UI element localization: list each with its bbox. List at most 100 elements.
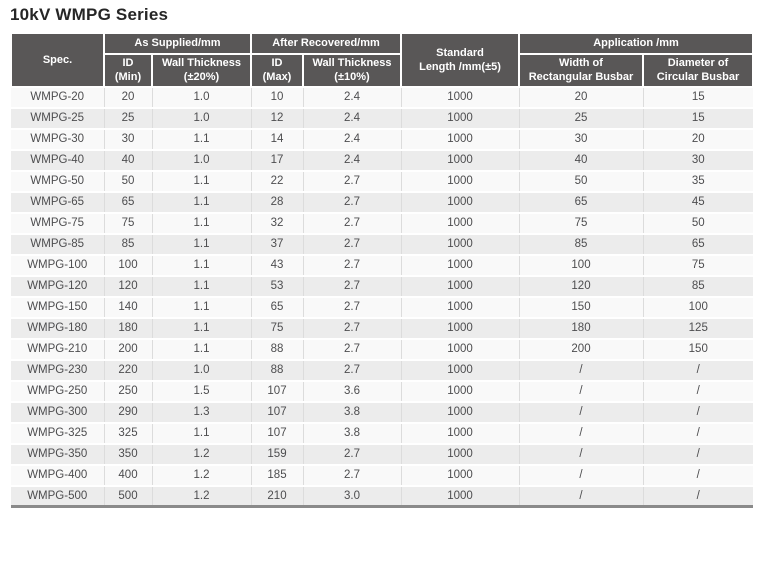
id-min-line1: ID <box>122 57 134 69</box>
col-wall-thickness-10: Wall Thickness (±10%) <box>302 53 402 88</box>
table-row: WMPG-100 100 1.1 43 2.7 1000 100 75 <box>11 253 753 276</box>
table-cell: 2.4 <box>302 127 401 150</box>
table-cell: 1000 <box>400 127 519 150</box>
table-cell: 15 <box>642 106 753 129</box>
table-cell: WMPG-500 <box>11 484 104 507</box>
table-row: WMPG-85 85 1.1 37 2.7 1000 85 65 <box>11 232 753 255</box>
table-cell: WMPG-400 <box>11 463 104 486</box>
table-cell: WMPG-40 <box>11 148 104 171</box>
table-cell: WMPG-100 <box>11 253 104 276</box>
table-cell: / <box>642 484 753 507</box>
table-cell: 1000 <box>400 253 519 276</box>
table-cell: 1000 <box>400 337 519 360</box>
table-cell: 1.2 <box>151 442 251 465</box>
table-cell: 20 <box>642 127 753 150</box>
table-cell: 85 <box>103 232 152 255</box>
table-cell: WMPG-210 <box>11 337 104 360</box>
table-cell: 2.7 <box>302 232 401 255</box>
table-cell: WMPG-75 <box>11 211 104 234</box>
table-cell: / <box>642 442 753 465</box>
table-cell: 10 <box>250 85 303 108</box>
table-cell: 2.4 <box>302 148 401 171</box>
table-cell: 500 <box>103 484 152 507</box>
table-row: WMPG-50 50 1.1 22 2.7 1000 50 35 <box>11 169 753 192</box>
table-cell: / <box>518 421 643 444</box>
table-cell: 32 <box>250 211 303 234</box>
table-cell: 30 <box>642 148 753 171</box>
table-cell: 25 <box>518 106 643 129</box>
table-cell: / <box>518 484 643 507</box>
table-cell: 15 <box>642 85 753 108</box>
table-cell: / <box>518 400 643 423</box>
table-cell: 85 <box>642 274 753 297</box>
table-cell: 120 <box>103 274 152 297</box>
table-cell: 2.7 <box>302 316 401 339</box>
table-cell: WMPG-180 <box>11 316 104 339</box>
table-cell: 250 <box>103 379 152 402</box>
table-cell: 22 <box>250 169 303 192</box>
table-cell: 1.1 <box>151 232 251 255</box>
table-cell: 1.0 <box>151 106 251 129</box>
table-cell: 2.7 <box>302 463 401 486</box>
dia-circ-line2: Circular Busbar <box>656 71 740 84</box>
table-cell: 53 <box>250 274 303 297</box>
table-cell: 1000 <box>400 211 519 234</box>
table-cell: 2.7 <box>302 169 401 192</box>
id-max-line1: ID <box>271 57 283 69</box>
table-cell: 1000 <box>400 295 519 318</box>
table-cell: / <box>642 358 753 381</box>
table-cell: WMPG-65 <box>11 190 104 213</box>
table-cell: 2.7 <box>302 358 401 381</box>
col-diameter-circular-busbar: Diameter of Circular Busbar <box>642 53 754 88</box>
table-cell: 3.8 <box>302 421 401 444</box>
wall-20-line2: (±20%) <box>183 71 220 84</box>
table-cell: 1000 <box>400 442 519 465</box>
table-cell: 1.1 <box>151 274 251 297</box>
table-cell: 290 <box>103 400 152 423</box>
table-row: WMPG-75 75 1.1 32 2.7 1000 75 50 <box>11 211 753 234</box>
table-cell: 180 <box>518 316 643 339</box>
table-cell: 75 <box>103 211 152 234</box>
table-cell: 17 <box>250 148 303 171</box>
table-cell: 1.1 <box>151 253 251 276</box>
table-cell: WMPG-25 <box>11 106 104 129</box>
table-cell: 180 <box>103 316 152 339</box>
table-cell: 3.8 <box>302 400 401 423</box>
table-cell: WMPG-230 <box>11 358 104 381</box>
table-cell: / <box>642 400 753 423</box>
id-max-line2: (Max) <box>262 71 292 84</box>
table-cell: 1000 <box>400 421 519 444</box>
table-row: WMPG-350 350 1.2 159 2.7 1000// <box>11 442 753 465</box>
table-cell: 1.3 <box>151 400 251 423</box>
table-cell: 3.6 <box>302 379 401 402</box>
table-cell: / <box>518 442 643 465</box>
table-cell: WMPG-350 <box>11 442 104 465</box>
table-cell: 85 <box>518 232 643 255</box>
table-cell: 1000 <box>400 484 519 507</box>
table-cell: 400 <box>103 463 152 486</box>
table-cell: 2.4 <box>302 85 401 108</box>
table-row: WMPG-20 20 1.0 10 2.4 1000 20 15 <box>11 85 753 108</box>
table-cell: 3.0 <box>302 484 401 507</box>
table-cell: 1.1 <box>151 169 251 192</box>
table-cell: 30 <box>103 127 152 150</box>
table-cell: 1.2 <box>151 463 251 486</box>
table-cell: 120 <box>518 274 643 297</box>
table-row: WMPG-250 250 1.5 107 3.6 1000// <box>11 379 753 402</box>
table-cell: 40 <box>103 148 152 171</box>
table-cell: 1000 <box>400 463 519 486</box>
table-cell: / <box>642 421 753 444</box>
table-cell: 88 <box>250 337 303 360</box>
table-cell: 50 <box>642 211 753 234</box>
col-group-application: Application /mm <box>518 32 754 55</box>
table-cell: 30 <box>518 127 643 150</box>
table-cell: / <box>642 463 753 486</box>
table-body: WMPG-20 20 1.0 10 2.4 1000 20 15 WMPG-25 25 1.0 12 2… <box>11 85 753 507</box>
table-row: WMPG-230 220 1.0 88 2.7 1000// <box>11 358 753 381</box>
table-cell: 200 <box>518 337 643 360</box>
page-title: 10kV WMPG Series <box>10 5 169 24</box>
table-cell: 159 <box>250 442 303 465</box>
table-cell: / <box>642 379 753 402</box>
table-cell: 1000 <box>400 379 519 402</box>
col-id-max: ID (Max) <box>250 53 304 88</box>
